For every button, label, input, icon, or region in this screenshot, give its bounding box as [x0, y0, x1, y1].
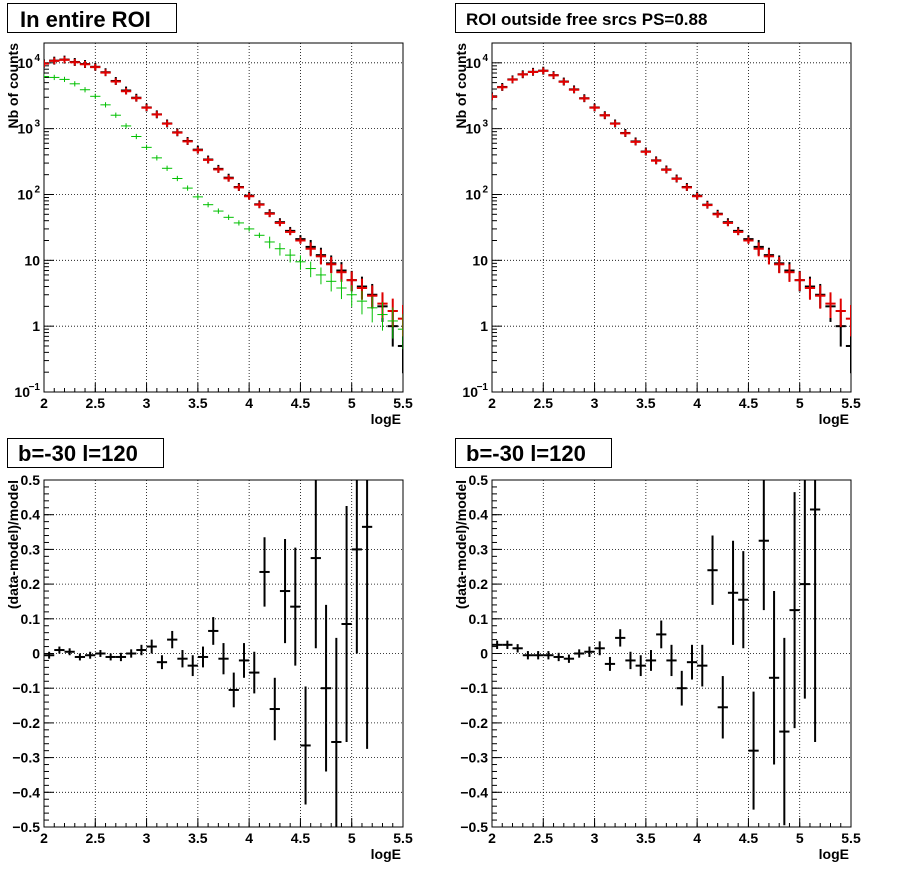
y-tick-label: 0.4 — [469, 507, 489, 523]
x-axis-label: logE — [371, 411, 401, 427]
y-tick-label: 10 — [472, 252, 488, 268]
x-tick-label: 2 — [488, 395, 496, 411]
y-tick-label: 10 — [462, 384, 478, 400]
y-tick-label: 10 — [465, 186, 481, 202]
chart-title-top-right: ROI outside free srcs PS=0.88 — [455, 3, 765, 33]
y-axis-label: (data-model)/model — [453, 480, 469, 609]
y-tick-label: 0.2 — [469, 576, 489, 592]
y-tick-label: 0.4 — [21, 507, 41, 523]
x-tick-label: 2.5 — [534, 830, 554, 846]
x-tick-label: 3.5 — [636, 830, 656, 846]
y-tick-label: 1 — [480, 318, 488, 334]
y-tick-label: −0.1 — [12, 680, 40, 696]
y-tick-label: 10 — [24, 252, 40, 268]
y-tick-label: −0.2 — [460, 715, 488, 731]
x-tick-label: 2 — [40, 830, 48, 846]
x-axis-label: logE — [819, 411, 849, 427]
y-tick-exponent: −1 — [29, 382, 41, 393]
y-tick-label: −0.5 — [460, 819, 488, 835]
x-tick-label: 3 — [591, 395, 599, 411]
x-tick-label: 4.5 — [739, 830, 759, 846]
x-tick-label: 4 — [245, 395, 253, 411]
x-tick-label: 5.5 — [841, 395, 861, 411]
y-tick-label: −0.3 — [460, 750, 488, 766]
y-tick-label: −0.2 — [12, 715, 40, 731]
y-tick-label: 0.5 — [469, 472, 489, 488]
x-tick-label: 4.5 — [291, 830, 311, 846]
x-tick-label: 5.5 — [393, 830, 413, 846]
y-tick-exponent: 4 — [482, 53, 488, 64]
y-axis-label: Nb of counts — [5, 43, 21, 129]
x-axis-label: logE — [371, 846, 401, 862]
x-tick-label: 2.5 — [86, 830, 106, 846]
x-tick-label: 5 — [796, 830, 804, 846]
y-tick-label: 0 — [32, 646, 40, 662]
chart-title-top-left: In entire ROI — [7, 3, 177, 33]
y-tick-label: 0.2 — [21, 576, 41, 592]
series-group — [492, 480, 821, 826]
y-tick-label: 0.1 — [469, 611, 489, 627]
y-tick-label: 10 — [17, 186, 33, 202]
x-tick-label: 3.5 — [636, 395, 656, 411]
x-tick-label: 2.5 — [86, 395, 106, 411]
y-tick-label: 0.1 — [21, 611, 41, 627]
x-tick-label: 5.5 — [841, 830, 861, 846]
y-tick-label: 10 — [14, 384, 30, 400]
y-tick-label: −0.3 — [12, 750, 40, 766]
y-tick-label: 0 — [480, 646, 488, 662]
chart-title-bottom-right: b=-30 l=120 — [455, 438, 612, 468]
x-tick-label: 3 — [591, 830, 599, 846]
x-tick-label: 4 — [693, 830, 701, 846]
y-tick-label: −0.4 — [460, 784, 488, 800]
y-tick-label: 0.3 — [21, 541, 41, 557]
y-tick-exponent: 3 — [482, 119, 488, 130]
x-tick-label: 2.5 — [534, 395, 554, 411]
x-tick-label: 5 — [796, 395, 804, 411]
plot-frame — [491, 42, 852, 393]
y-tick-label: 0.3 — [469, 541, 489, 557]
x-tick-label: 5.5 — [393, 395, 413, 411]
plot-frame — [43, 479, 404, 828]
chart-title-bottom-left: b=-30 l=120 — [7, 438, 164, 468]
y-tick-label: −0.5 — [12, 819, 40, 835]
plot-frame — [491, 479, 852, 828]
x-tick-label: 5 — [348, 830, 356, 846]
y-tick-label: 1 — [32, 318, 40, 334]
y-axis-label: Nb of counts — [453, 43, 469, 129]
chart-panel-3: 2 2.5 3 3.5 4 4.5 5 5.5 −0.5 −0.4 −0.3 −0.2 −0.1 0 0.1… — [453, 472, 861, 862]
series-group — [44, 480, 373, 827]
y-tick-label: −0.4 — [12, 784, 40, 800]
chart-panel-2: 2 2.5 3 3.5 4 4.5 5 5.5 −0.5 −0.4 −0.3 −0.2 −0.1 0 0.1… — [5, 472, 413, 862]
x-tick-label: 3 — [143, 830, 151, 846]
y-tick-exponent: 4 — [34, 53, 40, 64]
y-tick-label: −0.1 — [460, 680, 488, 696]
x-tick-label: 5 — [348, 395, 356, 411]
x-axis-label: logE — [819, 846, 849, 862]
series-group — [44, 55, 403, 374]
y-tick-exponent: 3 — [34, 119, 40, 130]
y-tick-label: 10 — [465, 55, 481, 71]
plot-frame — [43, 42, 404, 393]
y-tick-label: 10 — [17, 55, 33, 71]
x-tick-label: 4.5 — [739, 395, 759, 411]
x-tick-label: 4.5 — [291, 395, 311, 411]
y-axis-label: (data-model)/model — [5, 480, 21, 609]
y-tick-label: 0.5 — [21, 472, 41, 488]
x-tick-label: 4 — [245, 830, 253, 846]
series-group — [492, 66, 851, 374]
y-tick-exponent: −1 — [477, 382, 489, 393]
x-tick-label: 2 — [488, 830, 496, 846]
x-tick-label: 4 — [693, 395, 701, 411]
y-tick-label: 10 — [17, 121, 33, 137]
x-tick-label: 2 — [40, 395, 48, 411]
x-tick-label: 3 — [143, 395, 151, 411]
y-tick-exponent: 2 — [34, 184, 40, 195]
x-tick-label: 3.5 — [188, 830, 208, 846]
y-tick-label: 10 — [465, 121, 481, 137]
y-tick-exponent: 2 — [482, 184, 488, 195]
x-tick-label: 3.5 — [188, 395, 208, 411]
